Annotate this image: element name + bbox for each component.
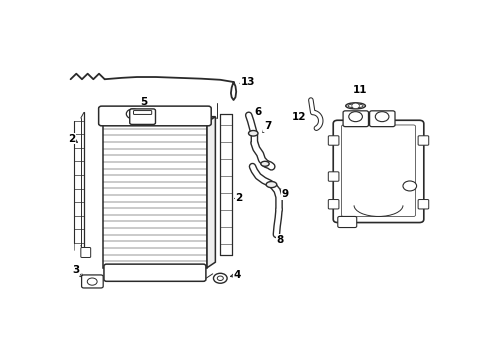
FancyBboxPatch shape xyxy=(369,111,394,127)
Text: 5: 5 xyxy=(140,97,147,107)
FancyBboxPatch shape xyxy=(417,136,428,145)
FancyBboxPatch shape xyxy=(81,275,103,288)
FancyBboxPatch shape xyxy=(332,120,423,222)
Text: 12: 12 xyxy=(291,112,305,122)
FancyBboxPatch shape xyxy=(327,199,338,209)
Circle shape xyxy=(126,109,140,119)
FancyBboxPatch shape xyxy=(81,247,90,257)
Text: 3: 3 xyxy=(72,265,79,275)
FancyBboxPatch shape xyxy=(129,109,155,125)
Ellipse shape xyxy=(345,103,365,109)
Circle shape xyxy=(348,112,362,122)
Text: 13: 13 xyxy=(240,77,255,87)
FancyBboxPatch shape xyxy=(343,111,368,127)
Polygon shape xyxy=(206,117,215,268)
Circle shape xyxy=(374,112,388,122)
Ellipse shape xyxy=(248,131,258,136)
Ellipse shape xyxy=(260,161,268,166)
FancyBboxPatch shape xyxy=(104,264,205,281)
FancyBboxPatch shape xyxy=(327,136,338,145)
Text: 11: 11 xyxy=(352,85,366,95)
Circle shape xyxy=(217,276,223,280)
FancyBboxPatch shape xyxy=(417,199,428,209)
Circle shape xyxy=(213,273,226,283)
Ellipse shape xyxy=(347,104,363,108)
Text: 1: 1 xyxy=(141,273,148,283)
FancyBboxPatch shape xyxy=(327,172,338,181)
FancyBboxPatch shape xyxy=(133,111,151,114)
Text: 9: 9 xyxy=(281,189,288,199)
Text: 7: 7 xyxy=(264,121,271,131)
Text: 2: 2 xyxy=(235,193,243,203)
Text: 10: 10 xyxy=(387,141,402,151)
Circle shape xyxy=(87,278,97,285)
Bar xyxy=(102,122,206,268)
Text: 2: 2 xyxy=(68,134,75,144)
Circle shape xyxy=(402,181,416,191)
Text: 6: 6 xyxy=(254,108,261,117)
FancyBboxPatch shape xyxy=(337,216,356,228)
FancyBboxPatch shape xyxy=(99,106,211,126)
Circle shape xyxy=(129,111,137,117)
Text: 8: 8 xyxy=(276,235,283,245)
Circle shape xyxy=(351,103,359,109)
Text: 4: 4 xyxy=(233,270,241,280)
Ellipse shape xyxy=(265,181,276,188)
Polygon shape xyxy=(102,117,215,122)
